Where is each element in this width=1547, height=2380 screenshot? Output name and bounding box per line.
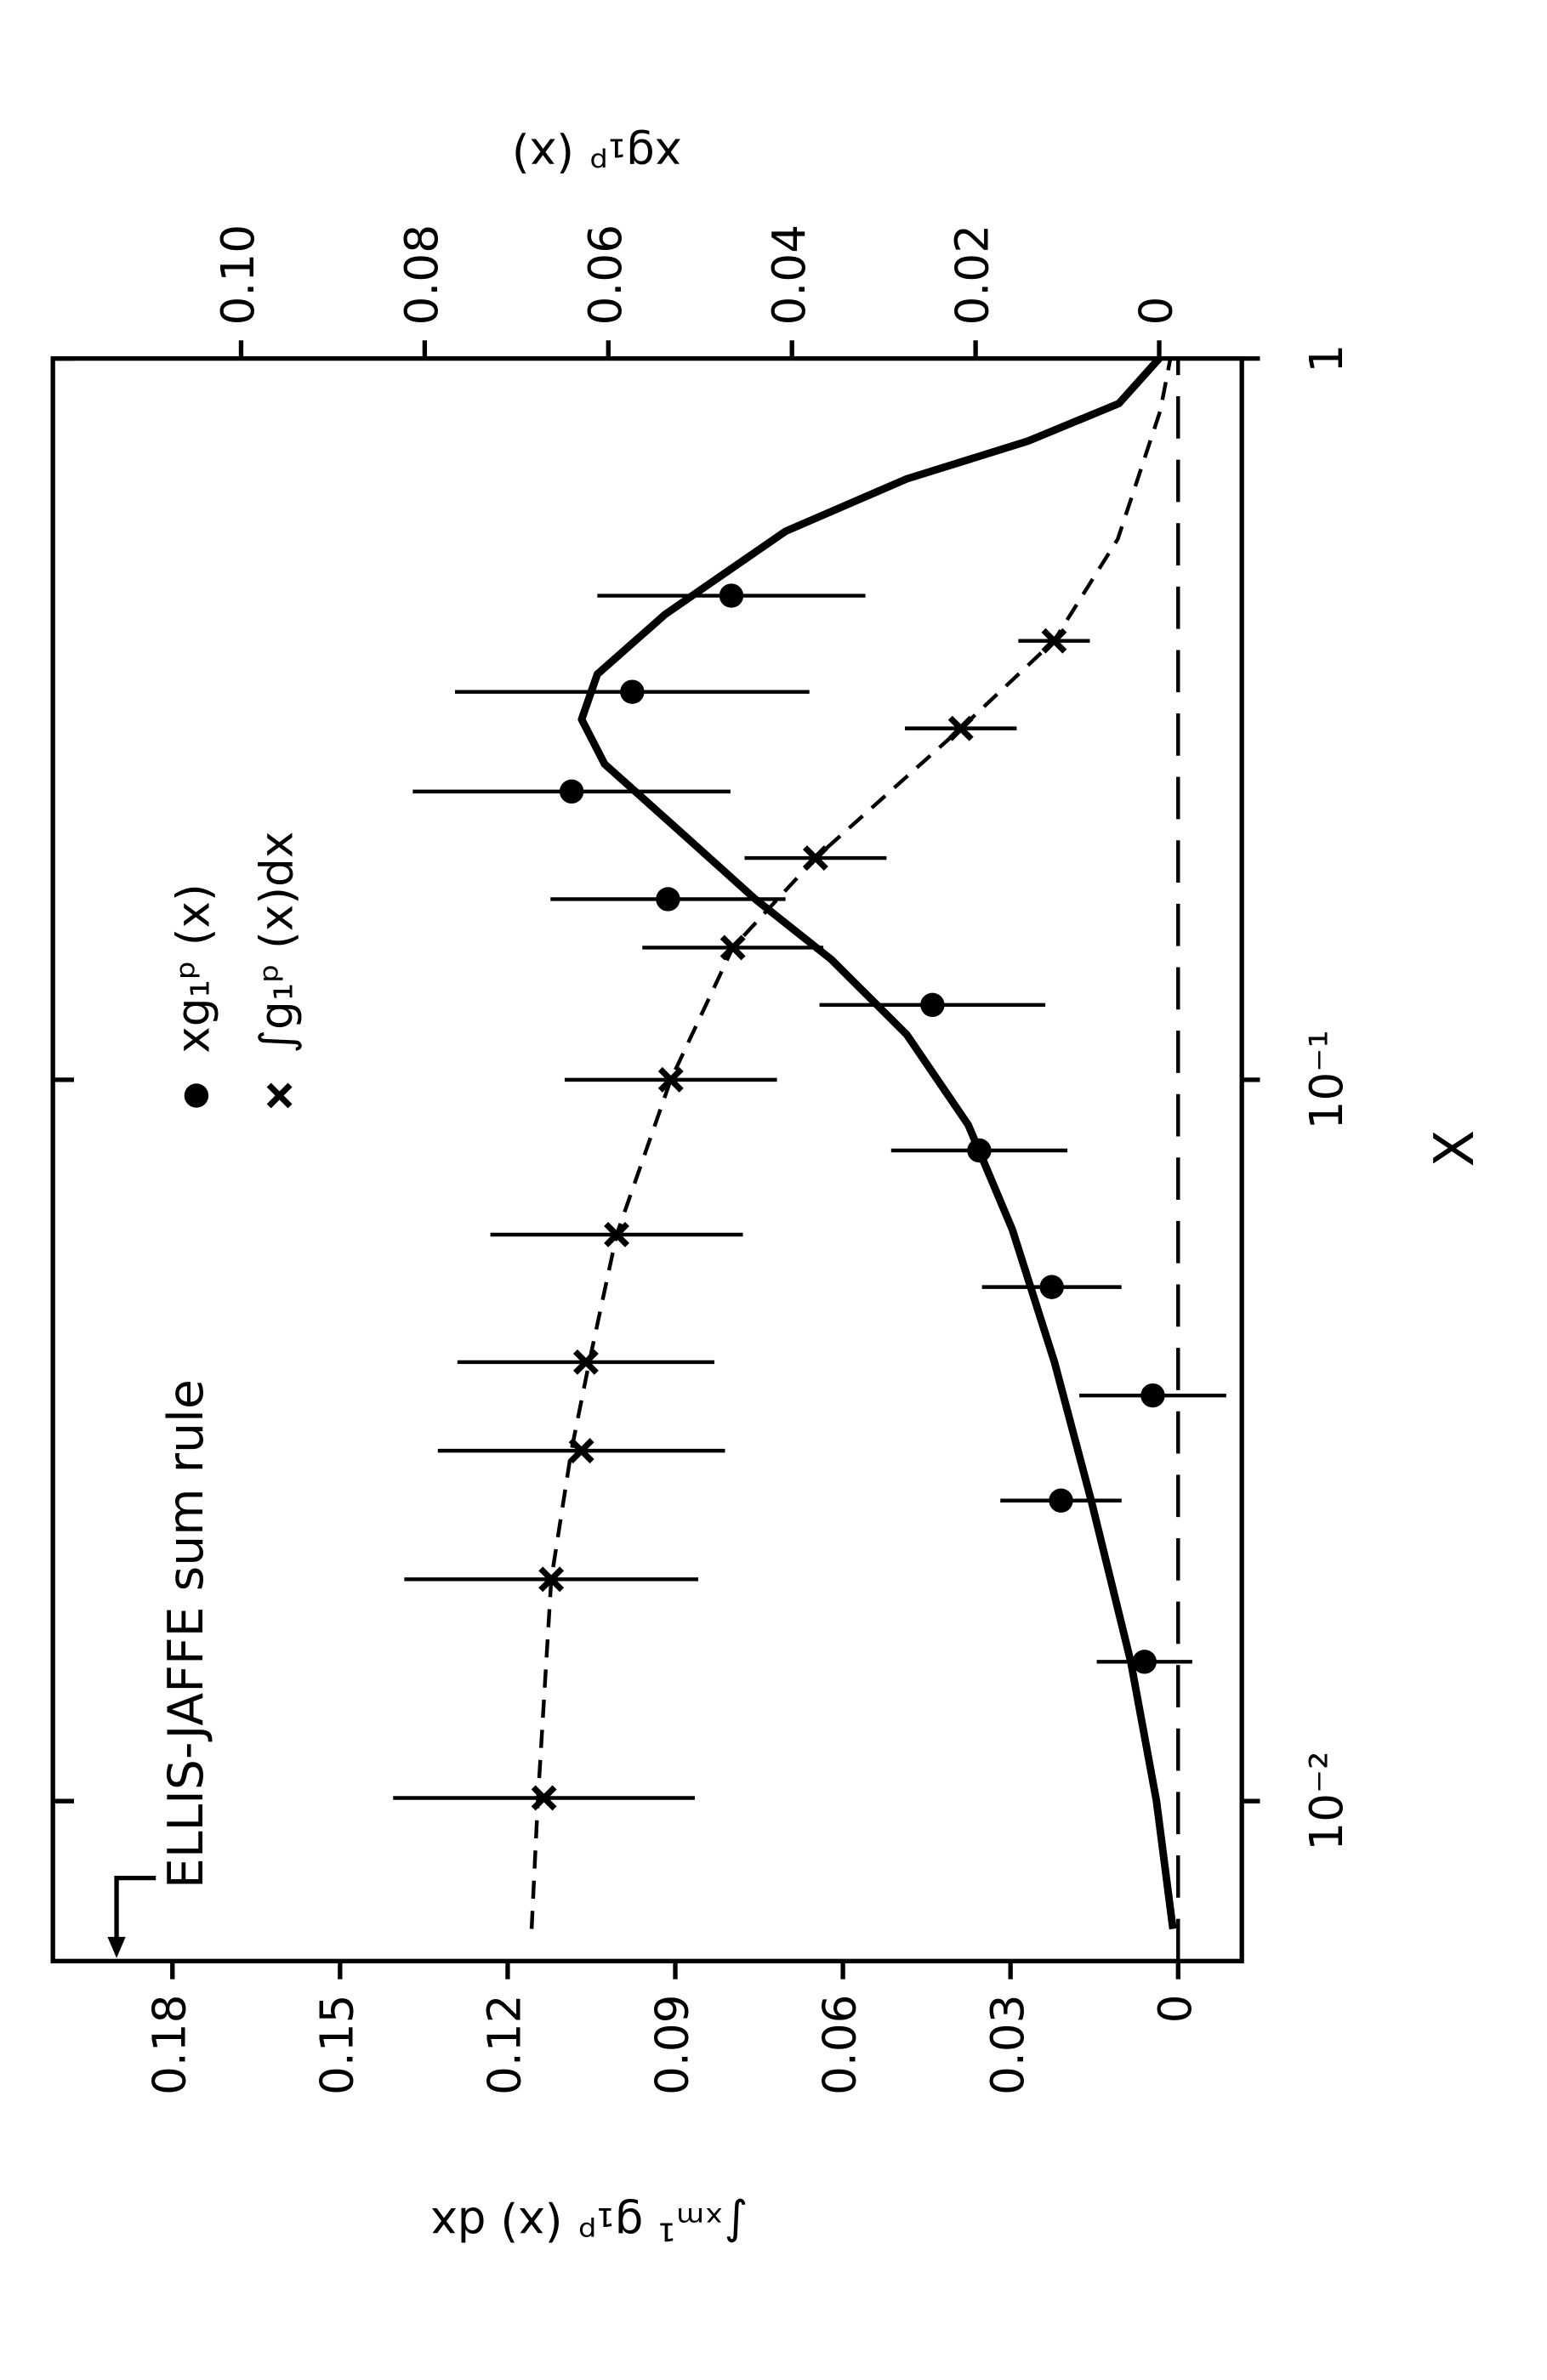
data-point [657, 1066, 684, 1093]
y-tick-label: 0.18 [143, 1994, 196, 2095]
y2-tick-label: 0 [1130, 297, 1183, 326]
data-point [1039, 1275, 1064, 1299]
x-tick-label: 1 [1300, 344, 1353, 373]
rotated-plot: X ∫ₓₘ¹ g₁ᵖ (x) dx xg₁ᵖ (x) 10⁻² 10⁻¹ 1 0 0.0… [50, 128, 1487, 2250]
annotation-arrow [114, 1875, 156, 1942]
data-point [604, 1222, 629, 1247]
y-tick-label: 0.09 [646, 1994, 699, 2095]
data-point [1140, 1383, 1165, 1408]
data-point [572, 1349, 599, 1375]
x-tick-label: 10⁻¹ [1300, 1030, 1353, 1129]
annotation-arrowhead [107, 1936, 126, 1958]
y2-axis-label: xg₁ᵖ (x) [512, 128, 682, 181]
y-tick-label: 0.06 [814, 1994, 867, 2095]
data-point [719, 934, 746, 961]
legend-marker [266, 1082, 293, 1109]
data-point [568, 1438, 594, 1464]
y-axis-label: ∫ₓₘ¹ g₁ᵖ (x) dx [430, 2197, 748, 2250]
data-point [620, 679, 645, 704]
plot-frame [50, 355, 1244, 1963]
data-point [559, 779, 584, 804]
data-point [1041, 628, 1067, 654]
data-point [967, 1138, 992, 1163]
x-tick-label: 10⁻² [1300, 1752, 1353, 1851]
y-tick-label: 0.03 [981, 1994, 1034, 2095]
data-point [947, 715, 974, 741]
data-point [538, 1566, 565, 1593]
legend-marker [184, 1083, 209, 1108]
data-point [920, 992, 945, 1018]
fit-curve [577, 355, 1177, 1930]
data-point [531, 1785, 557, 1811]
legend-label: ∫g₁ᵖ (x)dx [250, 832, 303, 1054]
y-tick-label: 0.15 [310, 1994, 363, 2095]
data-point [802, 845, 828, 871]
data-point [1049, 1488, 1073, 1513]
data-point [1132, 1650, 1157, 1674]
y2-tick-label: 0.10 [212, 224, 264, 326]
data-point [719, 583, 744, 608]
data-point [656, 887, 680, 912]
y-tick-label: 0 [1149, 1994, 1202, 2023]
y2-tick-label: 0.06 [579, 224, 632, 326]
y-tick-label: 0.12 [479, 1994, 532, 2095]
y2-tick-label: 0.02 [947, 224, 999, 326]
y2-tick-label: 0.08 [395, 224, 448, 326]
annotation-label: ELLIS-JAFFE sum rule [158, 1379, 214, 1889]
y2-tick-label: 0.04 [763, 224, 816, 326]
legend-label: xg₁ᵖ (x) [168, 883, 220, 1054]
fit-curve [529, 358, 1173, 1929]
x-axis-label: X [1424, 1130, 1487, 1167]
